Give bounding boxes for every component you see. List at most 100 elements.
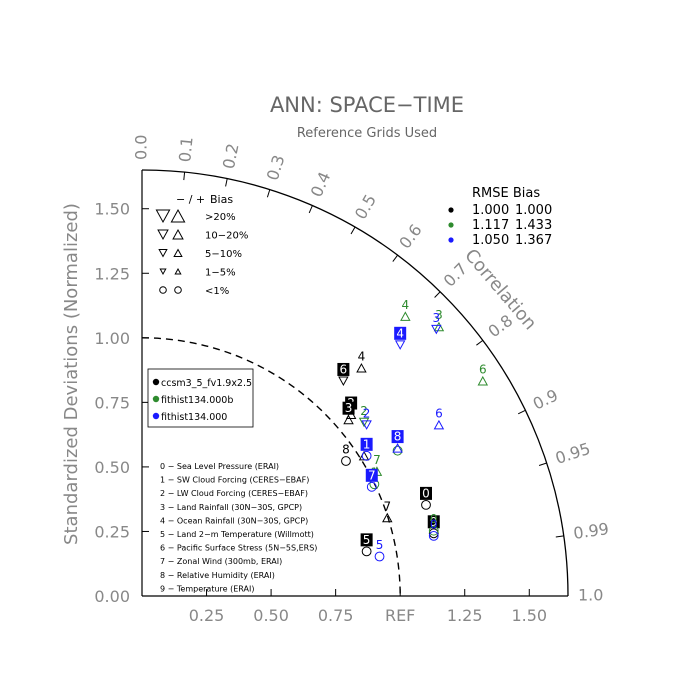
point-label-box [360, 437, 373, 451]
corr-tick-label: 0.1 [175, 136, 196, 163]
bias-legend-row: 1−5% [205, 268, 236, 279]
bias-value: 1.000 [515, 203, 552, 218]
case-legend-name: fithist134.000b [161, 395, 233, 406]
x-tick-label: 0.25 [189, 606, 225, 625]
corr-tick-label: 0.2 [219, 142, 243, 171]
points-layer: 012345678901234678012345678 [337, 298, 489, 562]
triangle-up-marker [172, 228, 184, 240]
point-label-box [337, 362, 350, 376]
variable-legend-item: 5 − Land 2−m Temperature (Willmott) [160, 530, 314, 539]
point-label: 7 [368, 468, 376, 482]
triangle-up-marker [170, 208, 186, 223]
point-label: 4 [402, 298, 410, 312]
case-legend-dot [152, 395, 160, 403]
circle-marker [174, 286, 182, 294]
point-label: 9 [430, 515, 438, 529]
triangle-down-marker [394, 340, 406, 350]
variable-legend-item: 3 − Land Rainfall (30N−30S, GPCP) [160, 503, 302, 512]
triangle-down-marker [155, 209, 171, 224]
point-label: 6 [340, 362, 348, 376]
y-tick-label: 0.50 [94, 458, 130, 477]
x-tick-label: 0.75 [318, 606, 354, 625]
point-label: 6 [479, 362, 487, 376]
y-tick-label: 1.00 [94, 329, 130, 348]
variable-legend-item: 4 − Ocean Rainfall (30N−30S, GPCP) [160, 516, 308, 525]
variable-legend-item: 0 − Sea Level Pressure (ERAI) [160, 462, 279, 471]
circle-marker [392, 445, 403, 456]
bias-value: 1.433 [515, 218, 552, 233]
chart-title: ANN: SPACE−TIME [270, 93, 464, 117]
variable-legend-item: 9 − Temperature (ERAI) [160, 584, 254, 593]
triangle-down-marker [431, 324, 442, 335]
variable-legend-item: 6 − Pacific Surface Stress (5N−5S,ERS) [160, 544, 317, 553]
point-label: 3 [345, 401, 353, 415]
bias-legend-sign-header: − / + [176, 193, 205, 206]
corr-tick-label: 0.4 [307, 169, 335, 200]
x-tick-label: 1.25 [447, 606, 483, 625]
circle-marker [428, 528, 439, 539]
rmse-header: RMSE Bias [472, 186, 540, 201]
rmse-dot [448, 237, 454, 243]
case-legend-dot [152, 412, 160, 420]
triangle-down-marker [158, 249, 168, 258]
bias-legend-bias-header: Bias [210, 193, 233, 206]
corr-tick-label: 0.5 [351, 191, 380, 223]
case-legend-dot [152, 378, 160, 386]
triangle-up-marker [356, 363, 367, 373]
triangle-up-marker [400, 311, 411, 321]
triangle-up-marker [433, 419, 445, 430]
point-label: 0 [422, 486, 430, 500]
triangle-up-marker [477, 375, 489, 386]
point-label: 7 [373, 453, 381, 467]
y-tick-label: 1.25 [94, 264, 130, 283]
y-axis-label: Standardized Deviations (Normalized) [61, 203, 82, 545]
corr-tick-mark [308, 205, 313, 214]
triangle-down-marker [361, 420, 372, 430]
chart-subtitle: Reference Grids Used [297, 126, 437, 141]
rmse-value: 1.000 [472, 203, 509, 218]
variable-legend-item: 7 − Zonal Wind (300mb, ERAI) [160, 557, 282, 566]
point-label: 5 [376, 538, 384, 552]
outer-arc [141, 169, 569, 597]
bias-legend-row: >20% [205, 212, 236, 223]
case-legend-box [147, 368, 254, 428]
x-tick-label: 1.50 [511, 606, 547, 625]
triangle-down-marker [338, 376, 349, 387]
point-label: 0 [430, 512, 438, 526]
corr-tick-label: 0.9 [530, 385, 561, 413]
corr-tick-label: 0.6 [395, 221, 425, 253]
point-label-box [365, 468, 378, 482]
corr-tick-label: 0.95 [553, 439, 593, 468]
point-label: 5 [363, 533, 371, 547]
rmse-dot [448, 207, 454, 213]
point-label: 7 [383, 499, 391, 513]
triangle-up-marker [382, 512, 393, 523]
triangle-down-marker [157, 229, 169, 241]
corr-tick-mark [538, 462, 547, 466]
case-legend-name: fithist134.000 [161, 412, 227, 423]
corr-tick-mark [392, 254, 399, 262]
corr-tick-mark [225, 178, 228, 187]
x-tick-label: 0.50 [253, 606, 289, 625]
rmse-value: 1.117 [472, 218, 509, 233]
corr-tick-mark [476, 339, 484, 346]
variable-legend-item: 2 − LW Cloud Forcing (CERES−EBAF) [160, 489, 308, 498]
triangle-down-marker [159, 268, 167, 276]
point-label-box [342, 401, 355, 415]
point-label-box [391, 430, 404, 444]
point-label: 6 [435, 406, 443, 420]
triangle-up-marker [392, 443, 403, 453]
circle-marker [421, 499, 431, 510]
point-label-box [360, 533, 373, 547]
point-label: 3 [433, 311, 441, 325]
corr-tick-mark [266, 189, 271, 198]
point-label: 4 [396, 326, 404, 340]
circle-marker [428, 530, 439, 541]
triangle-up-marker [433, 321, 445, 332]
circle-marker [361, 450, 372, 461]
point-label-box [394, 326, 407, 340]
case-legend-name: ccsm3_5_fv1.9x2.5 [161, 378, 252, 389]
point-label-box [427, 515, 440, 529]
bias-legend-row: 10−20% [205, 231, 248, 242]
point-label: 8 [342, 443, 350, 457]
